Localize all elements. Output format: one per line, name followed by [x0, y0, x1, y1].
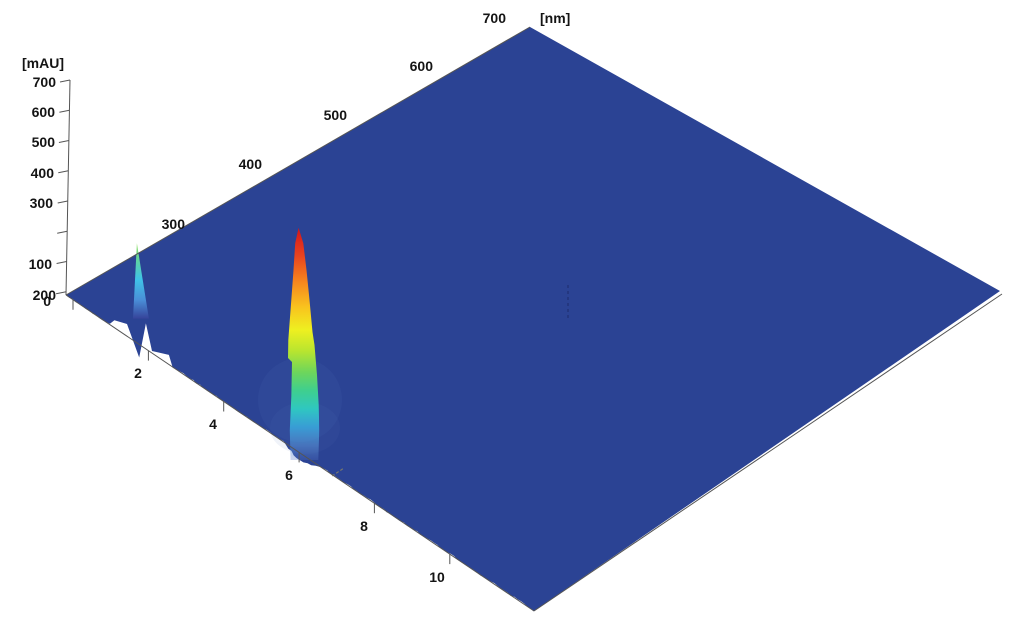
svg-text:10: 10 [429, 569, 445, 585]
svg-text:600: 600 [32, 104, 56, 120]
svg-text:400: 400 [239, 156, 263, 172]
svg-text:200: 200 [33, 287, 57, 303]
svg-text:600: 600 [410, 58, 434, 74]
svg-text:[mAU]: [mAU] [22, 55, 64, 71]
svg-text:300: 300 [162, 216, 186, 232]
svg-text:100: 100 [29, 256, 53, 272]
svg-text:8: 8 [360, 518, 368, 534]
svg-text:6: 6 [285, 467, 293, 483]
svg-text:500: 500 [32, 134, 56, 150]
svg-text:500: 500 [324, 107, 348, 123]
svg-text:4: 4 [209, 416, 217, 432]
svg-text:300: 300 [30, 195, 54, 211]
svg-text:700: 700 [33, 74, 57, 90]
svg-text:700: 700 [483, 10, 507, 26]
svg-text:2: 2 [134, 365, 142, 381]
svg-text:400: 400 [31, 165, 55, 181]
svg-text:[nm]: [nm] [540, 10, 570, 26]
